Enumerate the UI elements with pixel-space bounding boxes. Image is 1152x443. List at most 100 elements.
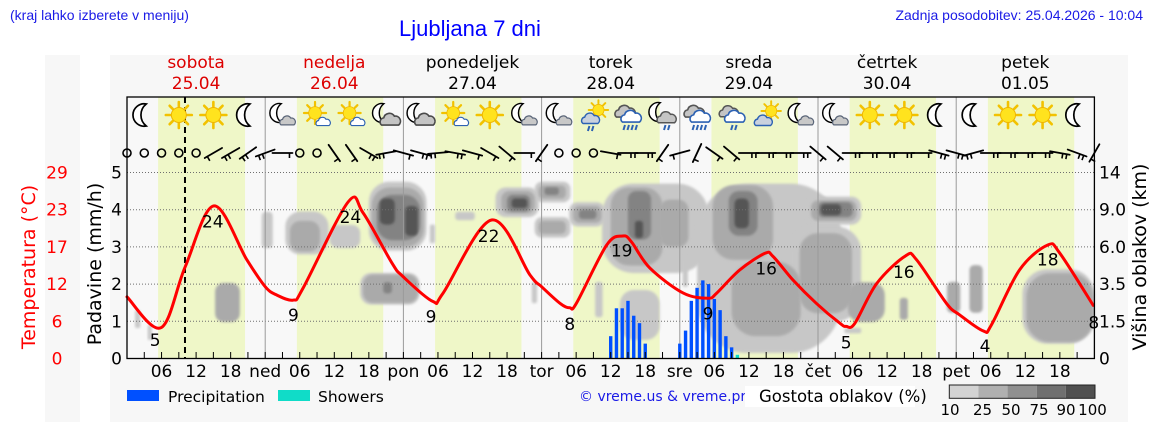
- wind-barbs-row: [122, 143, 1101, 163]
- precip-axis-tick-label: 0: [111, 350, 122, 370]
- precip-axis-tick-label: 3: [111, 238, 122, 258]
- wind-barb-icon: [1031, 152, 1054, 158]
- temperature-value-label: 5: [841, 334, 852, 354]
- temperature-value-label: 24: [340, 208, 362, 228]
- cloud-cell: [329, 224, 361, 249]
- cloud-density-title-bg: [745, 386, 915, 407]
- moon-cloud-grey-icon: [406, 102, 436, 126]
- moon-cloud-icon: [545, 102, 573, 126]
- page-title: Ljubljana 7 dni: [399, 16, 541, 41]
- temperature-value-label: 19: [611, 242, 633, 262]
- cloud-density-scale-label: 50: [1001, 401, 1020, 419]
- cloud-cell: [820, 204, 842, 216]
- x-axis-tick-label: 06: [151, 362, 173, 382]
- precipitation-bar: [695, 287, 699, 359]
- sun-cloud-icon: [302, 100, 331, 127]
- day-date: 30.04: [863, 74, 912, 94]
- cloud-density-scale-label: 75: [1029, 401, 1048, 419]
- wind-calm-icon: [294, 148, 305, 158]
- wind-barb-icon: [271, 152, 294, 158]
- day-name: četrtek: [857, 53, 918, 73]
- day-date: 28.04: [586, 74, 635, 94]
- x-axis-tick-label: 12: [738, 362, 760, 382]
- day-name: nedelja: [303, 53, 365, 73]
- x-axis-tick-label: pet: [942, 362, 970, 382]
- day-date: 27.04: [448, 74, 497, 94]
- x-axis-tick-label: 18: [773, 362, 795, 382]
- temperature-axis-tick-label: 29: [46, 164, 68, 184]
- precipitation-bar: [724, 336, 728, 359]
- x-axis-tick-label: tor: [530, 362, 554, 382]
- cloud-cell: [379, 198, 395, 225]
- cloud-cell: [844, 327, 862, 334]
- weather-icons-row: [132, 99, 1082, 132]
- precipitation-bar: [701, 280, 705, 359]
- cloud-cell: [261, 211, 273, 249]
- cloud-cell: [455, 211, 475, 221]
- temperature-value-label: 5: [150, 331, 161, 351]
- cloud-height-axis-tick-label: 0: [1099, 350, 1110, 370]
- cloud-density-scale-label: 10: [940, 401, 959, 419]
- moon-cloud-icon: [821, 102, 849, 126]
- sun-icon: [475, 100, 505, 130]
- wind-barb-icon: [655, 143, 670, 163]
- temperature-value-label: 9: [703, 304, 714, 324]
- wind-barb-icon: [789, 152, 812, 158]
- cloud-cell: [659, 199, 689, 247]
- x-axis-tick-label: 18: [358, 362, 380, 382]
- cloud-cell: [147, 325, 152, 340]
- cloud-cell: [135, 310, 141, 328]
- precipitation-bar: [632, 315, 636, 359]
- wind-barb-icon: [375, 150, 397, 160]
- precipitation-legend-label: Precipitation: [168, 388, 265, 406]
- showers-legend-label: Showers: [318, 388, 384, 406]
- wind-barb-icon: [221, 147, 241, 162]
- temperature-value-label: 24: [202, 213, 224, 233]
- cloud-cell: [682, 256, 688, 287]
- wind-barb-icon: [427, 151, 449, 159]
- grid-lines: [127, 97, 1095, 359]
- wind-barb-icon: [809, 145, 827, 162]
- wind-barb-icon: [444, 150, 466, 160]
- precip-axis-title: Padavine (mm/h): [84, 183, 106, 346]
- precip-axis-tick-label: 5: [111, 164, 122, 184]
- showers-legend-swatch: [278, 390, 310, 401]
- cloud-height-axis-tick-label: 9.0: [1099, 201, 1126, 221]
- precip-axis-tick-label: 1: [111, 312, 122, 332]
- wind-calm-icon: [554, 148, 564, 158]
- temperature-axis-tick-label: 23: [46, 201, 68, 221]
- credit-link[interactable]: © vreme.us & vreme.pro: [579, 389, 754, 405]
- precipitation-bar: [620, 308, 624, 359]
- cloud-cell: [799, 233, 852, 314]
- cloud-density-legend-title: Gostota oblakov (%): [759, 387, 927, 406]
- moon-icon: [132, 102, 149, 128]
- cloud-density-scale-segment: [949, 385, 979, 399]
- precip-axis-tick-label: 2: [111, 275, 122, 295]
- wind-barb-icon: [1049, 150, 1071, 160]
- moon-cloud-grey-icon: [371, 102, 402, 126]
- x-axis-tick-label: pon: [387, 362, 419, 382]
- moon-icon: [961, 102, 978, 128]
- x-axis-tick-label: 06: [704, 362, 726, 382]
- precipitation-bar: [678, 343, 682, 359]
- cloud-height-axis-title: Višina oblakov (km): [1129, 164, 1151, 351]
- daylight-band: [435, 97, 522, 359]
- temperature-axis-title: Temperatura (°C): [18, 185, 40, 350]
- temperature-value-label: 16: [755, 259, 777, 279]
- wind-barb-icon: [480, 147, 500, 162]
- precipitation-bars: [609, 280, 740, 359]
- cloud-sun-icon: [753, 100, 782, 127]
- moon-icon: [235, 102, 252, 128]
- wind-barb-icon: [928, 149, 950, 160]
- wind-calm-icon: [571, 148, 581, 158]
- sun-icon: [164, 100, 194, 130]
- precipitation-bar: [626, 300, 630, 359]
- wind-calm-icon: [156, 148, 167, 158]
- temperature-value-label: 18: [1037, 251, 1059, 271]
- wind-barb-icon: [669, 149, 691, 160]
- cloud-cell: [731, 261, 801, 337]
- moon-cloud-icon: [787, 102, 815, 126]
- cloud-cell: [946, 281, 961, 313]
- sun-icon: [993, 100, 1023, 130]
